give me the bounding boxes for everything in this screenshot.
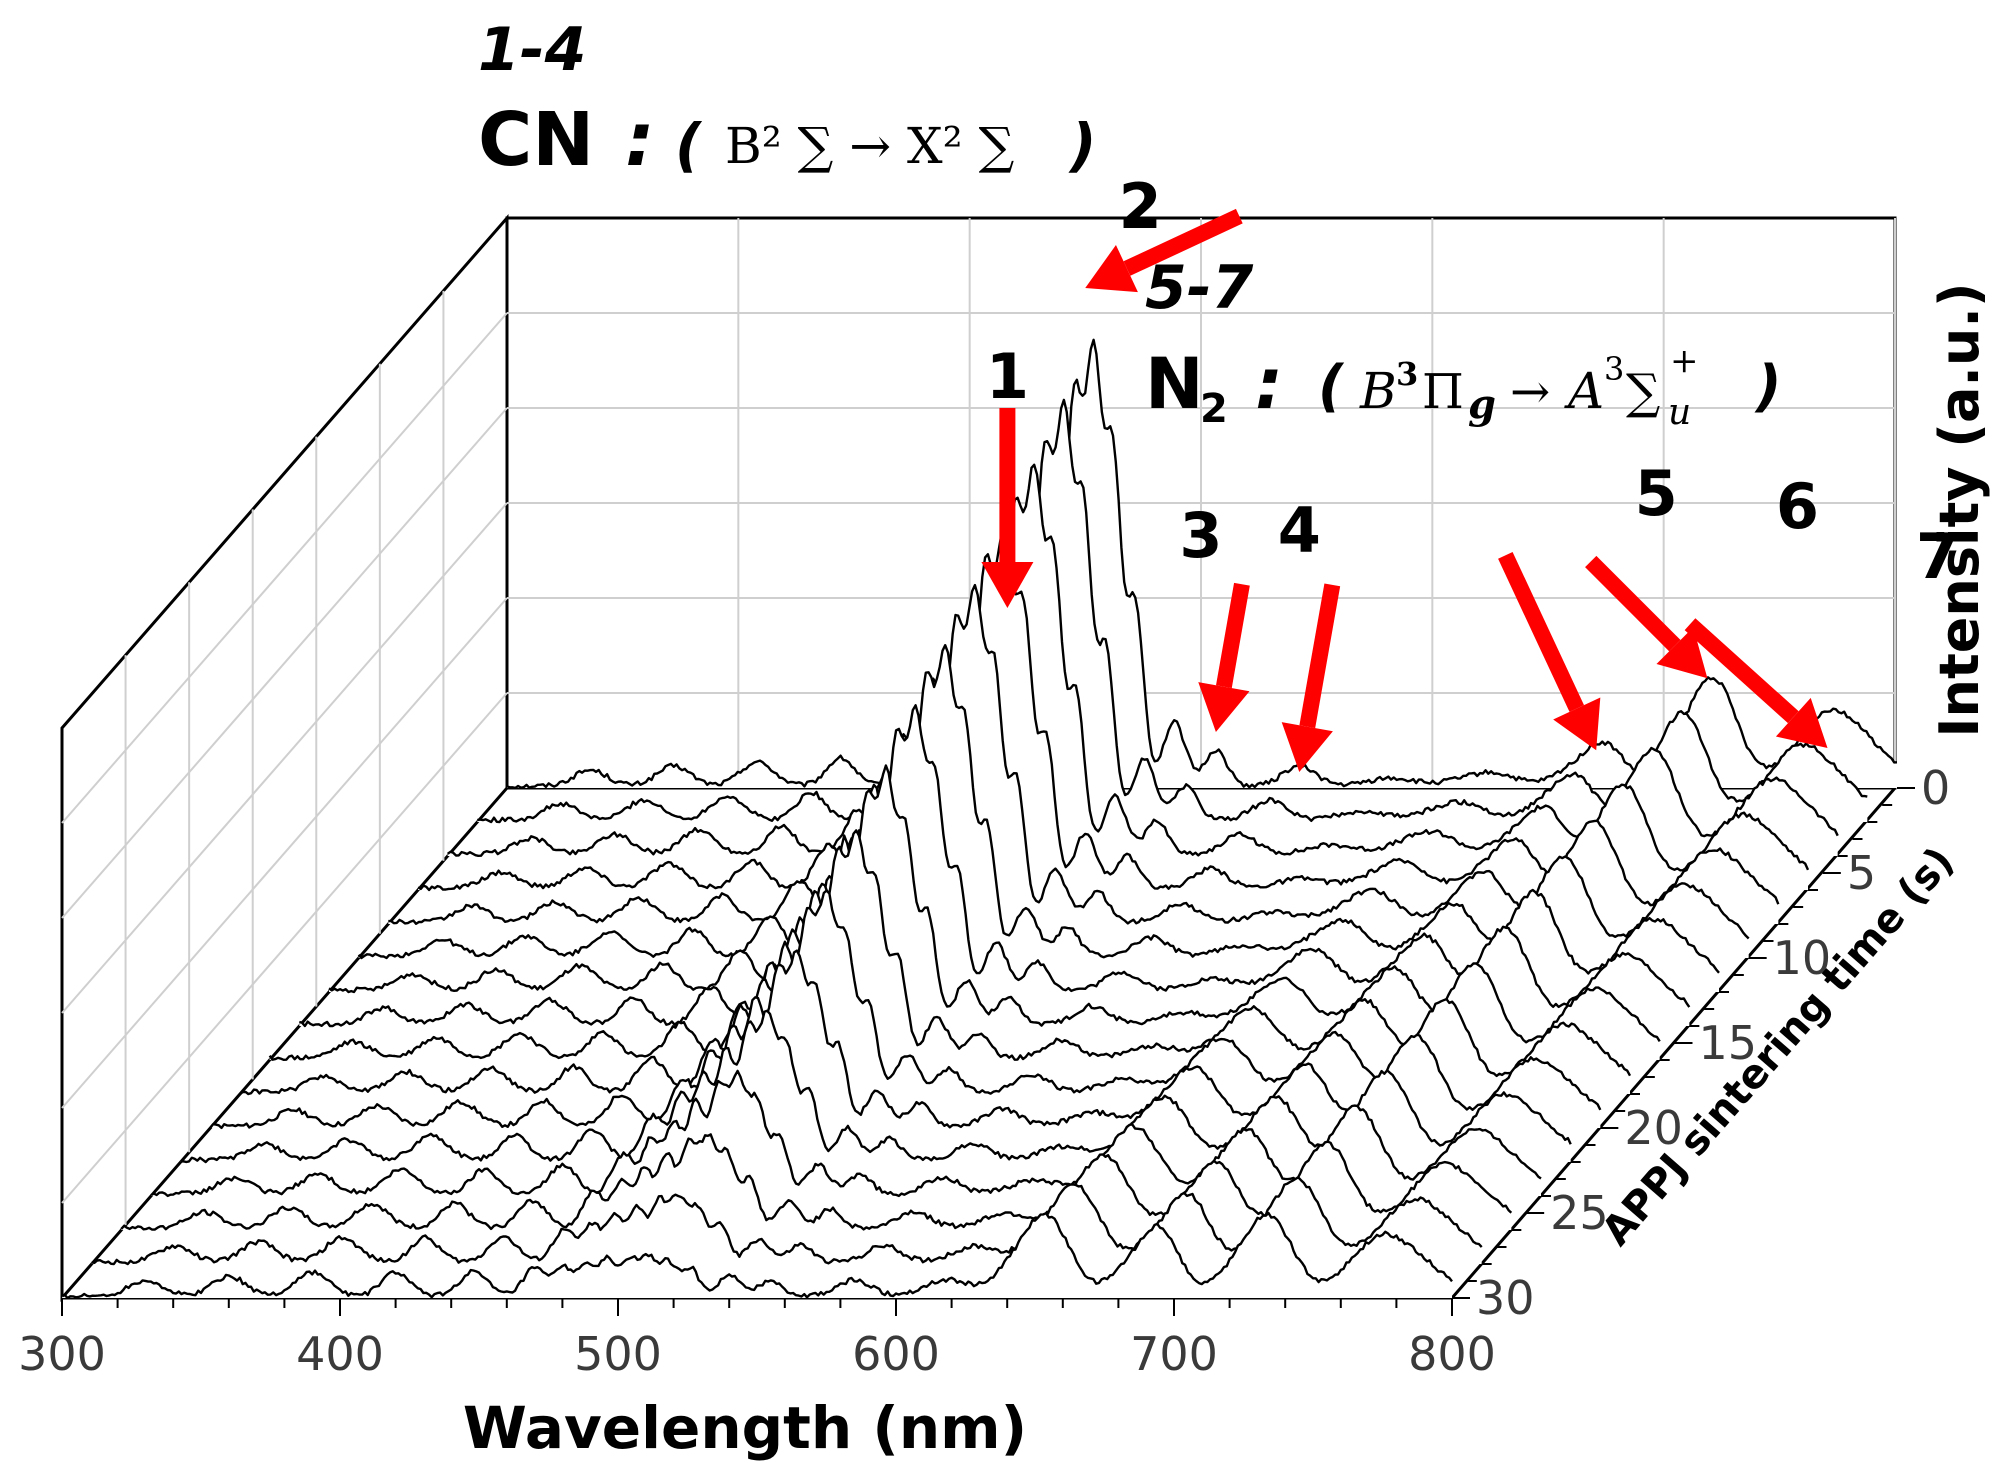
n2-species-label: N (1145, 343, 1204, 425)
spectrum-line (61, 1211, 1453, 1300)
peak-label: 6 (1776, 470, 1819, 543)
peak-label: 5 (1635, 457, 1678, 530)
n2-formula-sigma: ∑ (1626, 364, 1660, 420)
n2-formula-b: B (1359, 362, 1397, 420)
grid-line (61, 407, 508, 919)
grid-line (61, 597, 508, 1109)
z-tick-label: 5 (1847, 846, 1876, 900)
z-axis-tick-labels: 05 10 15 20 25 30 (1476, 761, 1950, 1325)
n2-formula-pi: Π (1422, 364, 1464, 420)
cn-close-paren: ) (1068, 111, 1097, 179)
grid-line (61, 312, 508, 824)
spectrum-fill (91, 1177, 1482, 1264)
x-tick-label: 700 (1130, 1327, 1218, 1381)
spectrum-fill (151, 1070, 1541, 1196)
peak-arrow-head (1656, 627, 1708, 679)
peak-arrow-shaft (1123, 208, 1243, 276)
cn-annotation: 1-4 CN : ( B² ∑ → X² ∑ ) (478, 15, 1097, 183)
n2-formula-plus: + (1670, 341, 1699, 381)
peak-arrow-head (1775, 697, 1828, 748)
cn-formula: B² ∑ → X² ∑ (725, 117, 1015, 175)
peak-label: 7 (1916, 520, 1959, 593)
x-axis-tick-labels: 300 400 500 600 700 800 (18, 1327, 1496, 1381)
grid-line (61, 692, 508, 1204)
n2-range-label: 5-7 (1145, 253, 1254, 323)
back-wall-grid (507, 218, 1896, 788)
x-tick-label: 600 (852, 1327, 940, 1381)
peak-labels: 123 45 67 (986, 170, 1959, 593)
z-axis-ticks (1452, 787, 1915, 1299)
n2-formula-arrow: → (1510, 364, 1550, 420)
spectrum-fill (62, 1213, 1452, 1298)
peak-arrow-shaft (1498, 551, 1585, 712)
x-tick-label: 300 (18, 1327, 106, 1381)
x-axis-title: Wavelength (nm) (463, 1394, 1027, 1462)
n2-formula-u: u (1668, 392, 1691, 433)
y-axis-title: Intensity (a.u.) (1928, 282, 1991, 737)
n2-formula-a-sup: 3 (1604, 350, 1624, 388)
n2-annotation: 5-7 N 2 : ( B 3 Π g → A 3 ∑ + u ) (1145, 253, 1782, 433)
peak-arrow-head (1281, 722, 1333, 772)
z-tick-label: 25 (1550, 1186, 1609, 1240)
cn-range-label: 1-4 (478, 15, 586, 85)
peak-arrow-shaft (1299, 583, 1341, 729)
grid-line (61, 502, 508, 1014)
x-tick-label: 500 (574, 1327, 662, 1381)
z-tick-label: 10 (1773, 931, 1832, 985)
peak-arrow-head (1198, 682, 1250, 732)
z-tick-label: 30 (1476, 1271, 1535, 1325)
x-tick-label: 400 (296, 1327, 384, 1381)
x-axis-ticks (61, 1298, 1453, 1316)
cn-species-label: CN (478, 97, 594, 183)
n2-species-subscript: 2 (1200, 386, 1228, 432)
n2-colon: : (1255, 343, 1283, 425)
z-axis-line (1450, 787, 1897, 1299)
spectra-series (61, 338, 1898, 1300)
cn-open-paren: ( (675, 111, 703, 179)
side-wall-grid (61, 290, 508, 1226)
peak-label: 1 (986, 340, 1029, 413)
peak-arrow-shaft (1216, 582, 1250, 689)
spectrum-fill (180, 1010, 1571, 1162)
peak-arrows (981, 208, 1828, 772)
x-tick-label: 800 (1408, 1327, 1496, 1381)
peak-label: 4 (1278, 494, 1321, 567)
peak-arrow-head (1085, 244, 1138, 293)
peak-label: 3 (1179, 499, 1222, 572)
n2-formula-a: A (1564, 362, 1604, 420)
spectrum-fill (210, 950, 1601, 1128)
n2-open-paren: ( (1318, 354, 1345, 419)
n2-close-paren: ) (1754, 354, 1782, 419)
peak-arrow-head (981, 562, 1034, 608)
peak-arrow-head (1553, 697, 1601, 751)
n2-formula-g: g (1468, 381, 1496, 428)
n2-formula-b-sup: 3 (1396, 355, 1418, 393)
z-tick-label: 20 (1624, 1101, 1683, 1155)
z-tick-label: 0 (1921, 761, 1950, 815)
peak-arrow-shaft (1684, 618, 1799, 724)
cn-colon: : (625, 97, 655, 183)
peak-label: 2 (1119, 170, 1162, 243)
z-tick-label: 15 (1699, 1016, 1758, 1070)
peak-arrow-shaft (1585, 555, 1681, 652)
